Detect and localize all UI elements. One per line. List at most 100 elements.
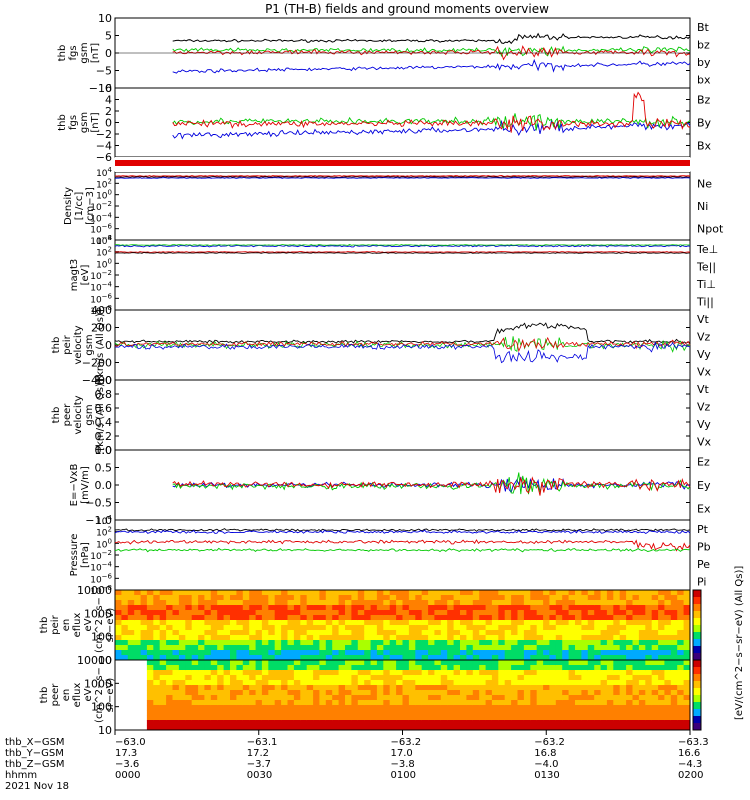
heatmap-cell [511,705,518,711]
heatmap-cell [255,655,263,661]
heatmap-cell [523,620,531,626]
heatmap-cell [300,635,308,641]
heatmap-cell [274,690,282,696]
heatmap-cell [255,595,263,601]
heatmap-cell [364,665,371,671]
heatmap-cell [626,600,633,606]
heatmap-cell [447,600,454,606]
heatmap-cell [498,660,506,666]
heatmap-cell [485,620,493,626]
heatmap-cell [498,635,506,641]
heatmap-cell [626,685,633,691]
heatmap-cell [396,705,403,711]
heatmap-cell [351,590,359,596]
heatmap-cell [191,660,199,666]
heatmap-cell [332,690,339,696]
heatmap-cell [364,725,371,731]
heatmap-cell [287,670,295,676]
heatmap-cell [683,650,691,656]
heatmap-cell [498,725,506,731]
heatmap-cell [594,620,601,626]
heatmap-cell [306,635,314,641]
heatmap-cell [146,695,154,701]
heatmap-cell [498,620,506,626]
heatmap-cell [255,705,263,711]
heatmap-cell [325,630,333,636]
heatmap-cell [281,605,288,611]
heatmap-cell [428,630,435,636]
heatmap-cell [645,680,653,686]
heatmap-cell [632,700,640,706]
heatmap-cell [370,620,378,626]
heatmap-cell [236,710,244,716]
heatmap-cell [402,630,410,636]
heatmap-cell [383,635,391,641]
heatmap-cell [645,690,653,696]
heatmap-cell [338,690,346,696]
y-axis-label: sr−eV) [105,608,116,643]
heatmap-cell [415,610,423,616]
heatmap-cell [166,700,173,706]
heatmap-cell [351,655,359,661]
heatmap-cell [306,655,314,661]
heatmap-cell [178,610,186,616]
heatmap-cell [555,690,563,696]
heatmap-cell [261,620,269,626]
x-tick-label: 16.6 [678,748,700,759]
heatmap-cell [332,600,339,606]
heatmap-cell [319,640,327,646]
heatmap-cell [191,700,199,706]
heatmap-cell [415,615,423,621]
heatmap-cell [600,615,608,621]
heatmap-cell [325,590,333,596]
heatmap-cell [434,650,442,656]
heatmap-cell [325,645,333,651]
heatmap-cell [594,705,601,711]
heatmap-cell [402,635,410,641]
heatmap-cell [127,610,135,616]
heatmap-cell [172,660,180,666]
heatmap-cell [613,710,621,716]
heatmap-cell [293,610,301,616]
heatmap-cell [313,590,320,596]
heatmap-cell [638,605,646,611]
heatmap-cell [345,675,352,681]
heatmap-cell [638,610,646,616]
heatmap-cell [523,670,531,676]
heatmap-cell [281,670,288,676]
heatmap-cell [325,715,333,721]
heatmap-cell [261,685,269,691]
heatmap-cell [153,615,161,621]
heatmap-cell [549,710,557,716]
heatmap-cell [562,725,569,731]
heatmap-cell [472,625,480,631]
heatmap-cell [185,630,193,636]
legend-entry: Ez [697,456,710,469]
heatmap-cell [319,655,327,661]
heatmap-cell [428,605,435,611]
heatmap-cell [511,625,518,631]
heatmap-cell [600,725,608,731]
heatmap-cell [523,645,531,651]
heatmap-cell [376,685,384,691]
heatmap-cell [677,725,684,731]
heatmap-cell [683,720,691,726]
heatmap-cell [440,620,448,626]
heatmap-cell [319,710,327,716]
heatmap-cell [658,630,665,636]
heatmap-cell [581,655,589,661]
heatmap-cell [287,675,295,681]
heatmap-cell [313,645,320,651]
heatmap-cell [555,605,563,611]
heatmap-cell [178,695,186,701]
heatmap-cell [230,725,237,731]
heatmap-cell [491,675,499,681]
heatmap-cell [549,705,557,711]
heatmap-cell [575,625,582,631]
heatmap-cell [523,660,531,666]
heatmap-cell [536,635,544,641]
heatmap-cell [121,635,129,641]
heatmap-cell [178,605,186,611]
heatmap-cell [281,720,288,726]
heatmap-cell [261,650,269,656]
